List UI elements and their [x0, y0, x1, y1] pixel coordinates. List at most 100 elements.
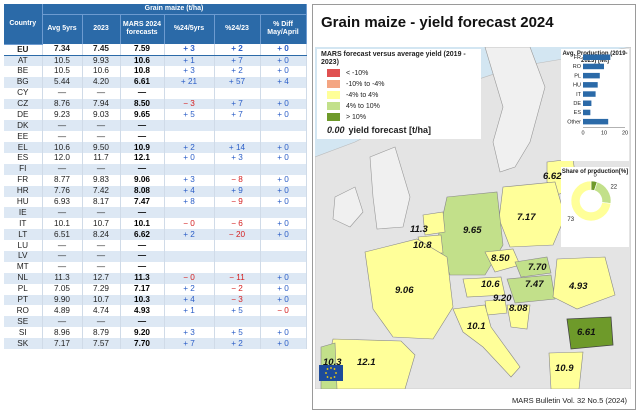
share-slice-label: 73: [567, 217, 574, 223]
cell-pct-5yrs: + 8: [164, 196, 215, 208]
production-x-tick: 0: [581, 131, 584, 137]
cell-forecast: 10.3: [120, 294, 165, 306]
cell-forecast: 7.59: [120, 44, 165, 56]
map-value-fr: 9.06: [395, 285, 414, 296]
production-bar: [583, 109, 591, 116]
cell-diff: + 0: [260, 109, 307, 121]
production-chart: Avg. Production (2019-2023) [Mt] FR RO PL H…: [561, 49, 629, 161]
cell-pct-5yrs: [164, 240, 215, 252]
cell-country: SK: [4, 338, 43, 350]
cell-pct-23: + 57: [214, 76, 261, 88]
cell-pct-23: − 6: [214, 218, 261, 230]
cell-pct-5yrs: − 3: [164, 98, 215, 110]
cell-2023: 8.79: [82, 327, 121, 339]
cell-pct-5yrs: + 4: [164, 294, 215, 306]
cell-country: ES: [4, 153, 43, 164]
europe-map: MARS forecast versus average yield (2019…: [315, 47, 631, 389]
cell-pct-23: − 20: [214, 229, 261, 241]
cell-pct-23: + 7: [214, 98, 261, 110]
cell-pct-23: − 11: [214, 272, 261, 284]
cell-avg5: 10.5: [42, 65, 83, 77]
cell-diff: + 0: [260, 272, 307, 284]
cell-avg5: —: [42, 87, 83, 99]
legend-label: -4% to 4%: [346, 91, 379, 99]
cell-avg5: —: [42, 261, 83, 273]
cell-pct-5yrs: [164, 207, 215, 219]
table-row: BG 5.44 4.20 6.61 + 21 + 57 + 4: [4, 76, 307, 88]
cell-pct-23: + 7: [214, 109, 261, 121]
cell-2023: 9.50: [82, 142, 121, 154]
cell-forecast: 6.62: [120, 229, 165, 241]
cell-country: AT: [4, 55, 43, 66]
cell-diff: − 0: [260, 305, 307, 317]
cell-forecast: 7.17: [120, 283, 165, 295]
cell-avg5: 7.05: [42, 283, 83, 295]
legend-item: -10% to -4%: [321, 79, 477, 89]
cell-pct-5yrs: [164, 251, 215, 262]
cell-pct-23: + 2: [214, 338, 261, 350]
cell-pct-5yrs: [164, 87, 215, 99]
cell-avg5: 6.93: [42, 196, 83, 208]
cell-avg5: 10.6: [42, 142, 83, 154]
column-header-pct-23: %24/23: [214, 14, 261, 44]
legend-swatch: [327, 91, 340, 99]
table-body: EU 7.34 7.45 7.59 + 3 + 2 + 0 AT 10.5 9.93 10.6 + 1…: [4, 44, 307, 350]
cell-pct-23: − 2: [214, 283, 261, 295]
table-row: CZ 8.76 7.94 8.50− 3 + 7 + 0: [4, 98, 307, 110]
cell-pct-5yrs: + 1: [164, 55, 215, 66]
legend-title: MARS forecast versus average yield (2019…: [321, 51, 466, 66]
table-row: EE — — —: [4, 131, 307, 143]
cell-pct-23: − 9: [214, 196, 261, 208]
legend-yield-label: yield forecast [t/ha]: [348, 125, 432, 135]
cell-forecast: —: [120, 87, 165, 99]
cell-2023: 4.74: [82, 305, 121, 317]
legend-label: -10% to -4%: [346, 80, 385, 88]
production-category-label: RO: [573, 64, 582, 70]
share-slice: [570, 180, 612, 222]
cell-avg5: 7.76: [42, 185, 83, 197]
cell-2023: 7.42: [82, 185, 121, 197]
cell-pct-23: + 5: [214, 327, 261, 339]
cell-diff: [260, 316, 307, 328]
cell-2023: 9.93: [82, 55, 121, 66]
cell-pct-5yrs: + 3: [164, 327, 215, 339]
cell-country: IE: [4, 207, 43, 219]
cell-country: DK: [4, 120, 43, 132]
map-value-bg: 6.61: [577, 327, 596, 338]
cell-2023: —: [82, 261, 121, 273]
cell-forecast: 10.1: [120, 218, 165, 230]
cell-pct-5yrs: [164, 120, 215, 132]
cell-avg5: 7.34: [42, 44, 83, 56]
cell-pct-5yrs: + 2: [164, 283, 215, 295]
yield-table: Country Grain maize (t/ha) Avg 5yrs 2023…: [4, 4, 307, 350]
share-slice: [594, 181, 612, 204]
cell-forecast: —: [120, 120, 165, 132]
cell-2023: 10.7: [82, 218, 121, 230]
cell-diff: [260, 120, 307, 132]
cell-country: MT: [4, 261, 43, 273]
cell-avg5: 8.96: [42, 327, 83, 339]
table-row: NL 11.3 12.7 11.3− 0− 11 + 0: [4, 272, 307, 284]
cell-2023: 8.24: [82, 229, 121, 241]
table-row: FR 8.77 9.83 9.06 + 3− 8 + 0: [4, 174, 307, 186]
cell-pct-5yrs: + 21: [164, 76, 215, 88]
cell-2023: —: [82, 251, 121, 262]
cell-2023: —: [82, 207, 121, 219]
cell-diff: + 0: [260, 338, 307, 350]
production-category-label: FR: [574, 55, 581, 61]
cell-2023: 10.6: [82, 65, 121, 77]
legend-label: 4% to 10%: [346, 102, 380, 110]
bulletin-footer: MARS Bulletin Vol. 32 No.5 (2024): [511, 396, 627, 405]
cell-country: FR: [4, 174, 43, 186]
cell-avg5: 8.77: [42, 174, 83, 186]
map-value-it: 10.1: [467, 321, 486, 332]
cell-diff: [260, 261, 307, 273]
table-row: SK 7.17 7.57 7.70 + 7 + 2 + 0: [4, 338, 307, 350]
cell-forecast: 6.61: [120, 76, 165, 88]
cell-pct-23: − 8: [214, 174, 261, 186]
production-category-label: ES: [574, 110, 582, 116]
cell-pct-5yrs: + 3: [164, 44, 215, 56]
legend-item: -4% to 4%: [321, 90, 477, 100]
cell-diff: + 0: [260, 98, 307, 110]
cell-diff: [260, 131, 307, 143]
